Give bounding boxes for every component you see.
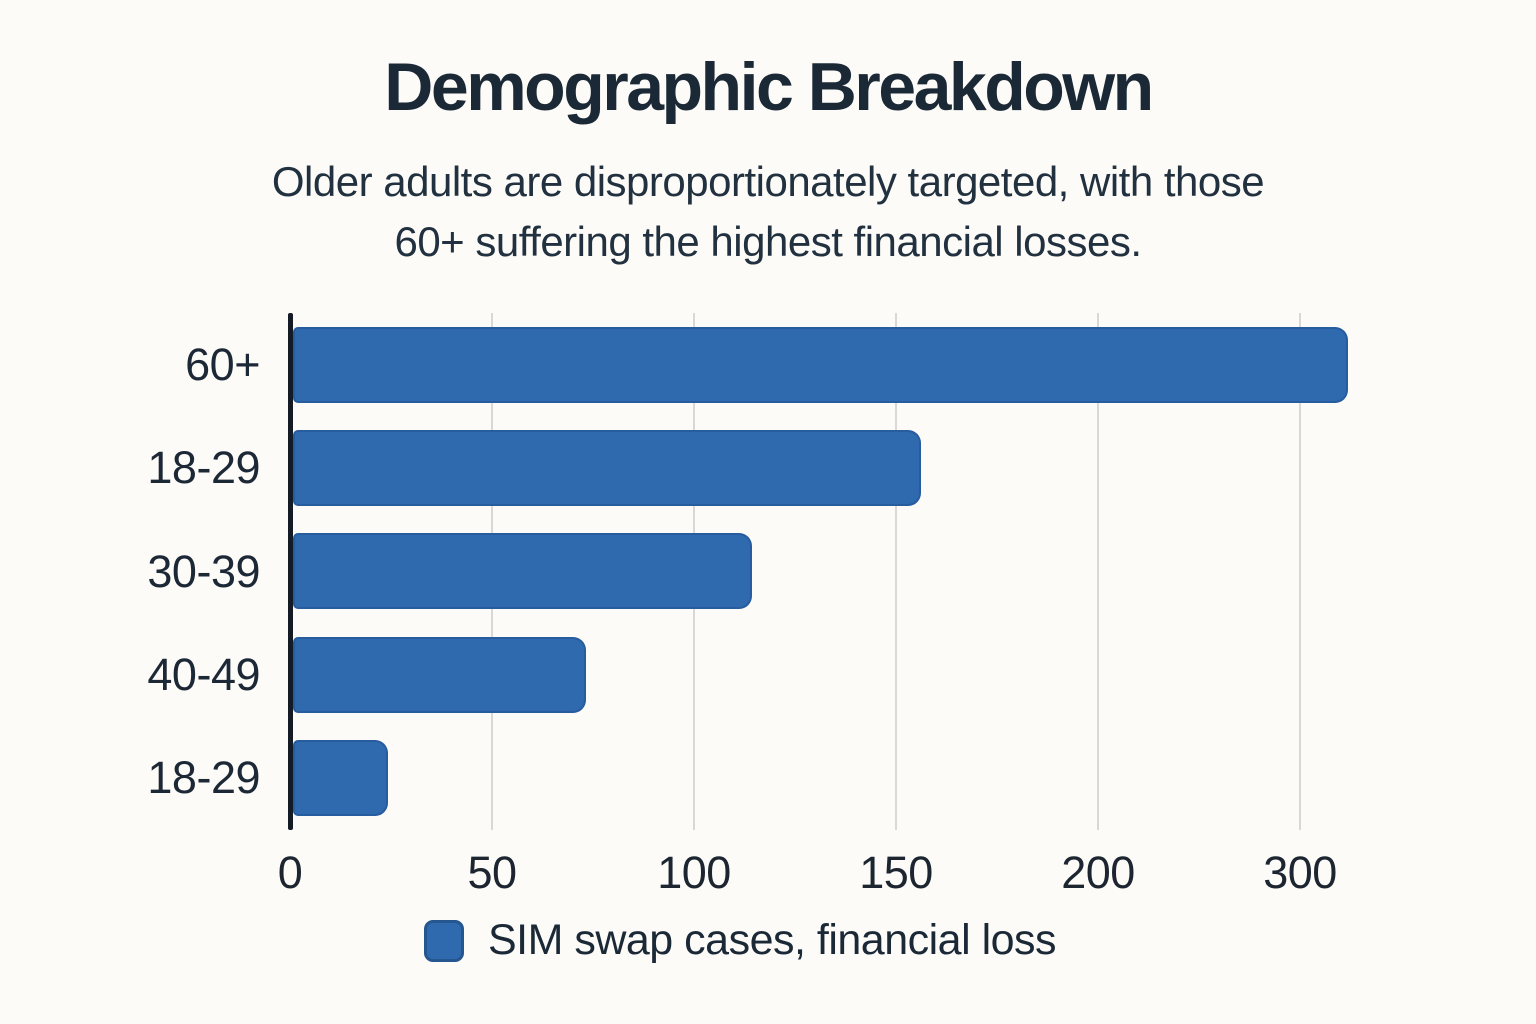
bar-18-29 xyxy=(293,429,921,506)
gridline-300 xyxy=(1299,313,1301,830)
x-axis-label-50: 50 xyxy=(467,847,517,898)
legend-swatch-icon xyxy=(423,919,464,962)
bar-60+ xyxy=(293,326,1348,403)
chart-subtitle-line-1: Older adults are disproportionately targ… xyxy=(271,158,1265,205)
legend-label: SIM swap cases, financial loss xyxy=(487,916,1057,964)
y-axis-label-60+: 60+ xyxy=(185,338,260,390)
chart-subtitle: Older adults are disproportionately targ… xyxy=(0,152,1536,271)
y-axis-label-40-49: 40-49 xyxy=(147,648,260,700)
bar-18-29 xyxy=(293,740,388,817)
x-axis-label-300: 300 xyxy=(1263,847,1337,898)
gridline-200 xyxy=(1097,313,1099,830)
chart-title: Demographic Breakdown xyxy=(384,49,1154,125)
x-axis-label-100: 100 xyxy=(657,847,731,898)
y-axis-label-18-29: 18-29 xyxy=(147,752,260,804)
x-axis-label-0: 0 xyxy=(277,847,303,898)
x-axis-label-150: 150 xyxy=(859,847,933,898)
plot-area xyxy=(288,313,1460,830)
chart-subtitle-line-2: 60+ suffering the highest financial loss… xyxy=(394,217,1142,265)
legend: SIM swap cases, financial loss xyxy=(0,916,1480,965)
bar-30-39 xyxy=(293,533,752,610)
gridline-150 xyxy=(895,313,897,830)
y-axis-label-30-39: 30-39 xyxy=(147,545,260,597)
y-axis-line xyxy=(288,313,293,830)
bar-40-49 xyxy=(293,636,586,713)
x-axis-label-200: 200 xyxy=(1061,847,1135,898)
y-axis-label-18-29: 18-29 xyxy=(147,442,260,494)
